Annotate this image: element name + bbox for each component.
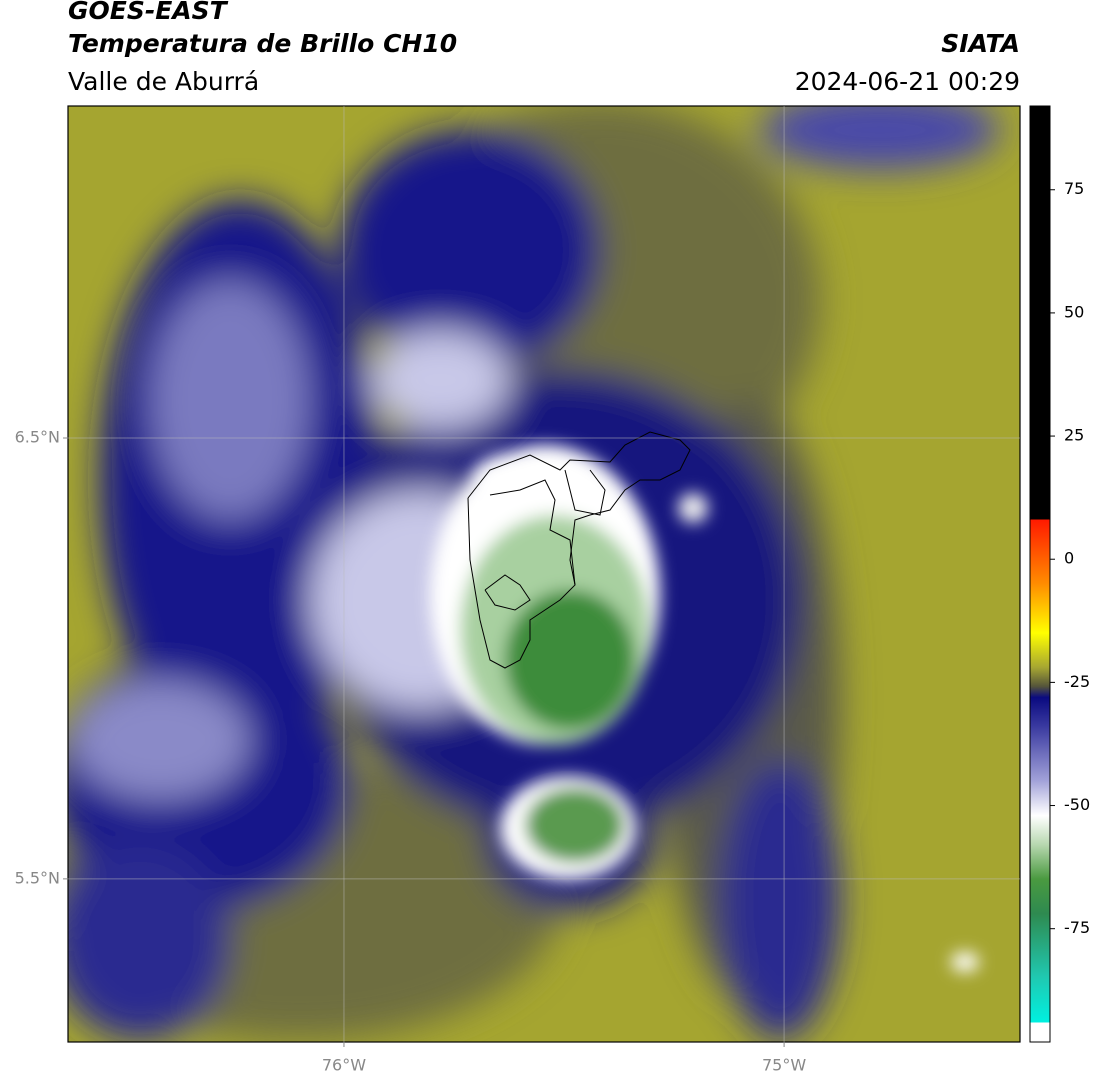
map-field <box>68 106 1020 1042</box>
agency: SIATA <box>941 29 1020 58</box>
colorbar-label: 75 <box>1064 179 1084 198</box>
colorbar-label: -25 <box>1064 672 1090 691</box>
colorbar-label: 50 <box>1064 302 1084 321</box>
x-tick-label: 75°W <box>762 1056 806 1075</box>
y-tick-label: 5.5°N <box>15 868 60 887</box>
y-tick-label: 6.5°N <box>15 427 60 446</box>
datetime: 2024-06-21 00:29 <box>795 67 1020 96</box>
colorbar-label: -50 <box>1064 795 1090 814</box>
colorbar-label: 25 <box>1064 426 1084 445</box>
colorbar-label: 0 <box>1064 549 1074 568</box>
colorbar-label: -75 <box>1064 918 1090 937</box>
product-title: Temperatura de Brillo CH10 <box>68 29 457 58</box>
x-tick-label: 76°W <box>322 1056 366 1075</box>
map-frame <box>67 105 1021 1043</box>
region-title: Valle de Aburrá <box>68 67 259 96</box>
colorbar <box>1029 105 1051 1043</box>
satellite-title: GOES-EAST <box>68 0 229 25</box>
